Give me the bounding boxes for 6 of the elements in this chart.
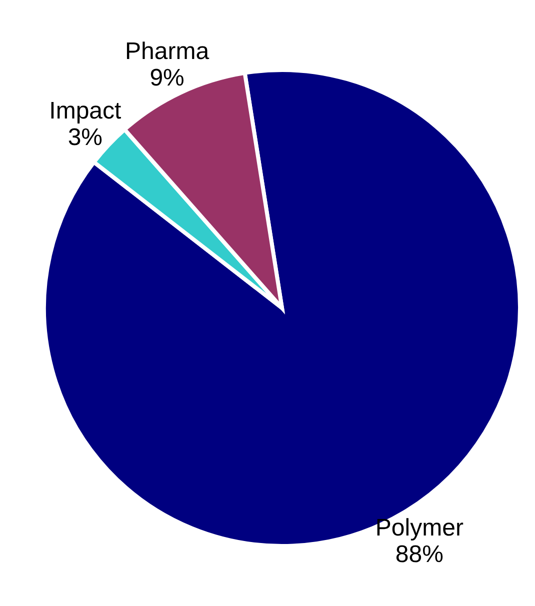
- data-label: 9%: [150, 64, 184, 92]
- data-label: 3%: [68, 124, 103, 151]
- slice-label: Impact: [49, 97, 122, 124]
- slice-label: Polymer: [375, 514, 464, 542]
- data-label: 88%: [395, 541, 444, 568]
- slice-label: Pharma: [125, 38, 210, 65]
